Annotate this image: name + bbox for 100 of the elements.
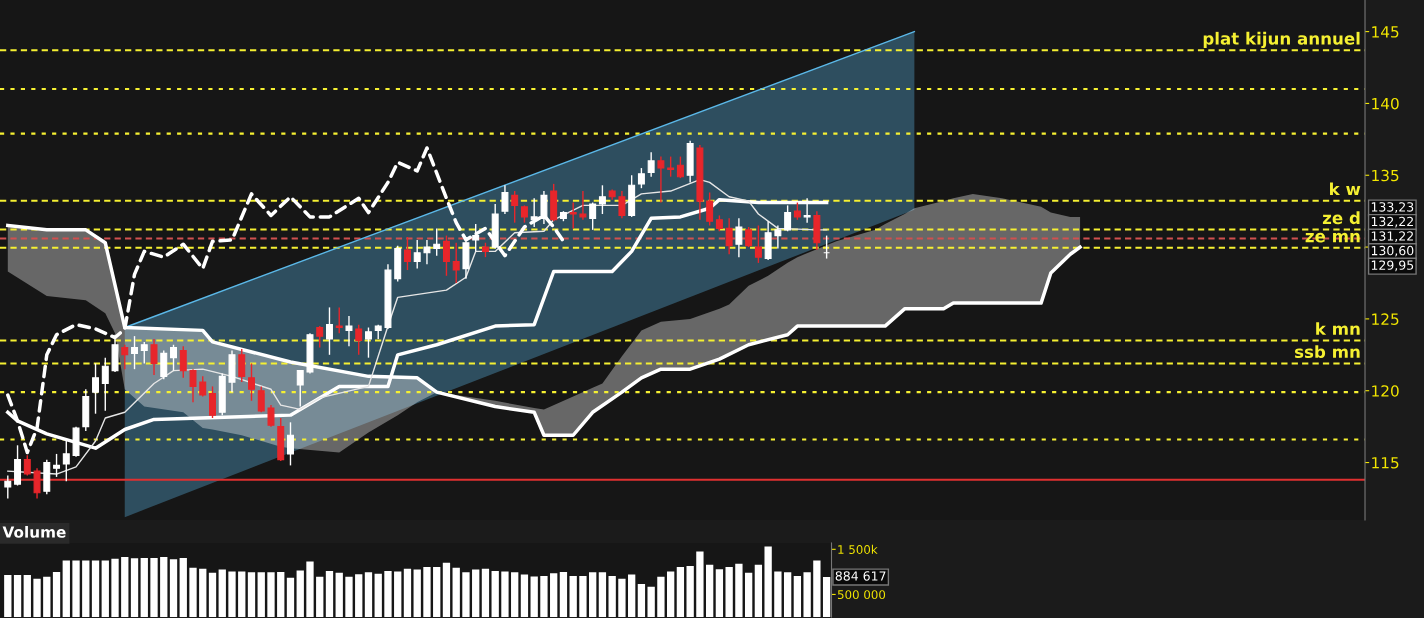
candlestick xyxy=(150,338,158,376)
bar xyxy=(277,571,285,617)
candlestick xyxy=(433,227,441,257)
bar xyxy=(160,556,168,617)
bar xyxy=(442,562,451,617)
bar xyxy=(686,566,694,617)
bar xyxy=(355,574,363,617)
y-tick-label: 115 xyxy=(1372,457,1399,469)
bar xyxy=(579,575,587,617)
candlestick xyxy=(745,226,753,248)
bar xyxy=(550,573,558,617)
bar xyxy=(813,560,821,617)
bar xyxy=(423,566,431,617)
bar xyxy=(472,569,480,617)
bar xyxy=(189,567,197,617)
bar xyxy=(491,570,499,617)
bar xyxy=(238,571,246,617)
text: 130,60 xyxy=(1371,245,1414,257)
bar xyxy=(247,572,256,617)
candlestick xyxy=(179,345,187,379)
y-tick-label: 120 xyxy=(1372,385,1399,397)
candlestick xyxy=(326,306,333,356)
bar xyxy=(715,569,724,617)
bar xyxy=(111,558,119,617)
candlestick xyxy=(296,369,304,408)
candlestick xyxy=(140,341,148,365)
bar xyxy=(23,575,31,617)
ref-line-label: ze d xyxy=(1322,211,1360,225)
bar xyxy=(150,557,158,617)
y-tick-label: 500 000 xyxy=(837,590,886,600)
bar xyxy=(511,572,519,617)
ref-line-label: plat kijun annuel xyxy=(1203,31,1360,49)
candlestick xyxy=(423,239,431,266)
candlestick xyxy=(589,201,597,231)
bar xyxy=(501,571,509,617)
text: 132,22 xyxy=(1371,216,1413,228)
bar xyxy=(199,568,207,617)
ref-line-label: ssb mn xyxy=(1294,345,1360,359)
bar xyxy=(228,571,236,617)
ref-line-label: k w xyxy=(1330,182,1361,196)
candlestick xyxy=(511,190,519,224)
candlestick xyxy=(345,315,353,347)
bar xyxy=(433,566,441,617)
bar xyxy=(540,575,548,617)
y-tick-label: 145 xyxy=(1372,26,1399,38)
bar xyxy=(569,575,577,617)
bar xyxy=(608,575,616,617)
bar xyxy=(394,571,402,617)
bar xyxy=(735,563,743,617)
bar xyxy=(4,575,12,617)
bar xyxy=(413,569,421,617)
bar xyxy=(33,578,41,617)
y-tick-label: 125 xyxy=(1372,313,1399,325)
candlestick xyxy=(101,356,109,412)
candlestick xyxy=(335,306,343,334)
candlestick xyxy=(316,325,324,349)
y-tick-label: 135 xyxy=(1372,169,1399,182)
candlestick xyxy=(774,224,782,250)
candlestick xyxy=(403,236,411,271)
bar xyxy=(82,560,90,617)
bar xyxy=(462,572,470,617)
candlestick xyxy=(160,349,168,380)
bar xyxy=(657,576,665,617)
bar xyxy=(296,570,304,617)
bar xyxy=(72,560,80,617)
candlestick xyxy=(238,348,246,383)
bar xyxy=(754,564,763,617)
candlestick xyxy=(442,234,450,277)
bar xyxy=(598,572,607,617)
candlestick xyxy=(501,184,509,215)
candlestick xyxy=(735,217,743,258)
text: 131,22 xyxy=(1371,231,1413,243)
text: 884 617 xyxy=(835,571,886,581)
candlestick xyxy=(355,323,363,356)
bar xyxy=(589,572,597,617)
bar xyxy=(803,572,811,617)
bar xyxy=(725,566,733,617)
candlestick xyxy=(364,326,372,359)
bar xyxy=(676,566,685,617)
candlestick xyxy=(472,223,480,253)
candlestick xyxy=(618,190,626,220)
bar xyxy=(101,560,109,617)
candlestick xyxy=(657,155,665,204)
candlestick xyxy=(287,421,294,467)
bar xyxy=(764,546,772,617)
bar xyxy=(520,574,529,617)
candlestick xyxy=(647,151,655,178)
candlestick xyxy=(189,368,197,403)
candlestick xyxy=(706,191,714,227)
candlestick xyxy=(248,362,255,402)
bar xyxy=(325,570,334,617)
candlestick xyxy=(530,197,538,228)
candlestick xyxy=(579,190,587,221)
bar xyxy=(91,560,100,617)
bar xyxy=(169,559,178,617)
bar xyxy=(316,576,324,617)
bar xyxy=(696,551,704,617)
bar xyxy=(286,577,295,617)
candlestick xyxy=(725,217,733,255)
bar xyxy=(384,570,392,617)
